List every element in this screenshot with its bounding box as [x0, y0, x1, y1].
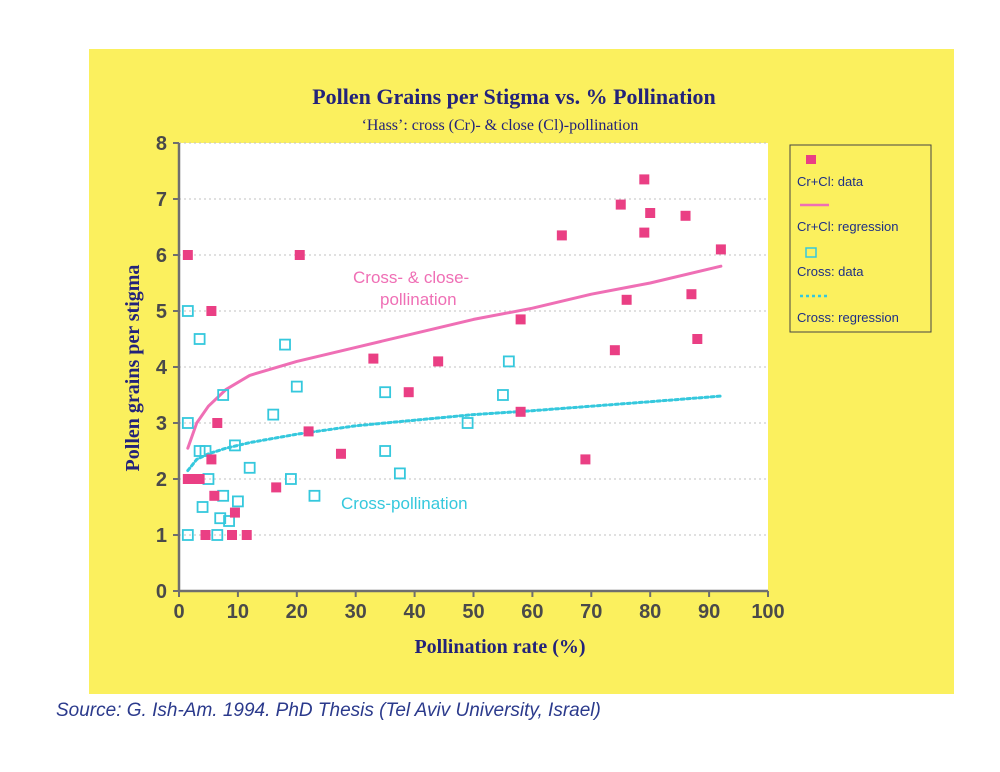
crcl-data-point [403, 387, 414, 398]
crcl-data-point [271, 482, 282, 493]
cross-data-point [290, 380, 303, 393]
y-tick-label: 1 [156, 525, 167, 547]
legend-crcl-data-label: Cr+Cl: data [797, 174, 864, 189]
cross-data-point [181, 529, 194, 541]
cross-data-point [393, 467, 406, 480]
y-tick-label: 8 [156, 133, 167, 155]
cross-data-point [193, 333, 206, 345]
legend-cross-regression-label: Cross: regression [797, 310, 899, 325]
crcl-data-point [433, 356, 444, 367]
y-tick-label: 7 [156, 189, 167, 211]
chart-title: Pollen Grains per Stigma vs. % Pollinati… [312, 84, 716, 109]
x-axis-label: Pollination rate (%) [414, 636, 585, 658]
y-tick-label: 0 [156, 581, 167, 603]
crcl-data-point [227, 530, 238, 540]
y-tick-label: 6 [156, 245, 167, 267]
cross-data-point [379, 386, 392, 399]
crcl-data-point [609, 345, 620, 356]
x-tick-label: 90 [698, 601, 720, 623]
cross-data-point [217, 389, 230, 401]
legend-crcl-data-swatch [806, 155, 816, 164]
crcl-data-point [241, 530, 252, 540]
cross-data-point [243, 461, 256, 474]
legend-box [789, 144, 932, 333]
legend-crcl-regression-label: Cr+Cl: regression [797, 219, 899, 234]
crcl-data-point [229, 507, 240, 518]
cross-annotation: Cross-pollination [341, 494, 468, 513]
cross-data-point [285, 473, 297, 485]
crcl-data-point [639, 227, 650, 238]
cross-data-point [267, 408, 280, 421]
cross-regression-line [186, 394, 723, 473]
crcl-data-point [212, 418, 223, 428]
x-tick-label: 30 [345, 601, 367, 623]
x-tick-label: 40 [403, 601, 425, 623]
crcl-data-point [556, 230, 567, 241]
x-tick-label: 10 [227, 601, 249, 623]
crcl-data-point [194, 474, 205, 484]
crcl-data-point [715, 244, 726, 255]
y-tick-label: 5 [156, 301, 167, 323]
crcl-data-point [639, 174, 650, 185]
cross-data-point [231, 495, 244, 508]
cross-data-point [502, 355, 515, 368]
crcl-data-point [206, 306, 217, 316]
cross-data-point [229, 439, 241, 452]
legend-cross-data-label: Cross: data [797, 264, 864, 279]
crcl-annotation-line2: pollination [380, 290, 457, 309]
crcl-data-point [621, 294, 632, 305]
crcl-annotation-line1: Cross- & close- [353, 268, 469, 287]
crcl-data-point [200, 530, 211, 540]
crcl-data-point [294, 250, 305, 260]
crcl-data-point [209, 490, 220, 501]
x-tick-label: 100 [751, 601, 784, 623]
y-tick-label: 3 [156, 413, 167, 435]
crcl-data-point [188, 474, 199, 484]
chart-subtitle: ‘Hass’: cross (Cr)- & close (Cl)-pollina… [362, 117, 639, 134]
crcl-data-point [686, 289, 697, 300]
y-axis-label: Pollen grains per stigma [122, 265, 144, 472]
cross-data-point [211, 529, 224, 541]
cross-data-point [199, 445, 212, 457]
crcl-data-point [182, 474, 193, 484]
x-tick-label: 0 [173, 601, 184, 623]
crcl-data-point [515, 406, 526, 417]
crcl-data-point [368, 353, 379, 364]
crcl-data-point [303, 426, 314, 437]
x-tick-label: 60 [521, 601, 543, 623]
crcl-data-point [335, 448, 346, 459]
crcl-data-point [615, 199, 626, 210]
crcl-data-point [680, 210, 691, 221]
source-caption: Source: G. Ish-Am. 1994. PhD Thesis (Tel… [56, 700, 601, 721]
x-tick-label: 20 [286, 601, 308, 623]
crcl-data-point [206, 454, 217, 465]
cross-data-point [497, 389, 509, 401]
cross-data-point [379, 445, 392, 457]
cross-data-point [214, 512, 227, 525]
cross-data-point [279, 338, 291, 351]
x-tick-label: 70 [580, 601, 602, 623]
cross-data-point [308, 489, 321, 502]
y-tick-label: 4 [156, 357, 168, 379]
legend-cross-data-swatch [805, 247, 817, 258]
crcl-regression-line [186, 264, 723, 450]
cross-data-point [181, 417, 194, 429]
cross-data-point [461, 417, 474, 429]
y-tick-label: 2 [156, 469, 167, 491]
cross-data-point [223, 515, 235, 527]
crcl-data-point [645, 208, 656, 218]
crcl-data-point [515, 314, 526, 325]
x-tick-label: 50 [462, 601, 484, 623]
cross-data-point [196, 501, 209, 513]
crcl-data-point [182, 250, 193, 260]
cross-data-point [181, 305, 194, 317]
crcl-data-point [692, 334, 703, 344]
crcl-data-point [580, 454, 591, 465]
x-tick-label: 80 [639, 601, 661, 623]
